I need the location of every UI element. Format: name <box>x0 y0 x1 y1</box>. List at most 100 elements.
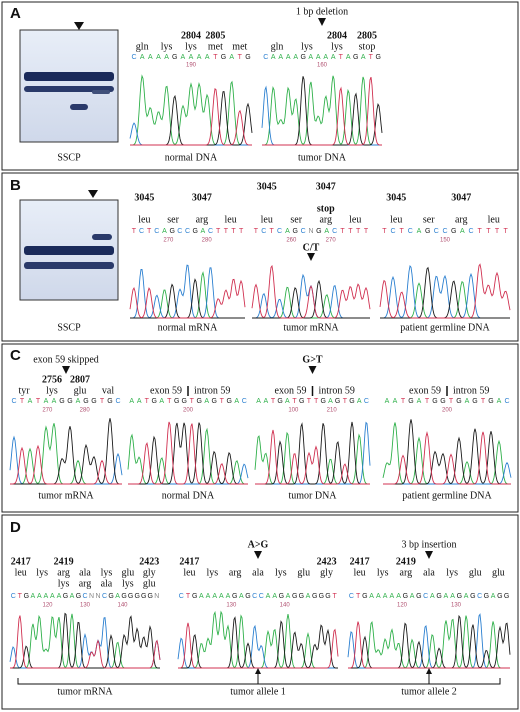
codon: stop <box>359 41 376 52</box>
annotation: G>T <box>302 354 322 365</box>
trace-curve <box>129 278 246 319</box>
codon: gln <box>271 41 284 52</box>
codon-number: 3045 <box>386 192 406 203</box>
annotation: 1 bp deletion <box>296 6 348 17</box>
codon-number: 3047 <box>451 192 471 203</box>
arrowhead <box>308 366 317 374</box>
codon: lys <box>331 41 343 52</box>
base-index: 130 <box>80 603 91 609</box>
codon: arg <box>400 567 413 578</box>
codon: lys <box>301 41 313 52</box>
base-index: 160 <box>317 63 328 69</box>
base-index: 140 <box>117 603 128 609</box>
base-index: 210 <box>327 408 338 414</box>
trace-curve <box>130 74 252 146</box>
codon: lys <box>275 567 287 578</box>
trace-curve <box>128 421 248 485</box>
codon: stop <box>317 203 335 214</box>
codon-number: 2417 <box>350 556 370 567</box>
codon: ser <box>167 214 179 225</box>
codon: glu <box>121 567 134 578</box>
base-index: 150 <box>440 238 451 244</box>
codon: leu <box>183 567 195 578</box>
codon-number: 3047 <box>316 181 336 192</box>
trace-curve <box>255 421 370 485</box>
trace-curve <box>383 461 512 485</box>
trace-curve <box>128 463 249 485</box>
arrowhead <box>62 366 70 374</box>
trace-curve <box>128 422 248 485</box>
trace-curve <box>255 429 370 485</box>
codon-number: 2805 <box>357 30 377 41</box>
base-index: 140 <box>280 603 291 609</box>
arrowhead <box>426 668 432 674</box>
trace-caption: normal DNA <box>165 152 218 163</box>
trace-curve <box>348 615 510 669</box>
codon: leu <box>15 567 27 578</box>
trace-caption: normal mRNA <box>158 322 218 333</box>
codon-number: 2423 <box>317 556 337 567</box>
codon: lys <box>446 567 458 578</box>
gel-caption: SSCP <box>57 322 81 333</box>
trace-curve <box>262 75 382 146</box>
codon: glu <box>297 567 310 578</box>
codon: leu <box>390 214 402 225</box>
codon: leu <box>349 214 361 225</box>
panel-frame <box>1 514 519 710</box>
annotation: C/T <box>303 242 320 253</box>
trace-curve <box>348 621 510 669</box>
intron-label: intron 59 <box>194 385 230 396</box>
exon-label: exon 59 <box>150 385 182 396</box>
intron-label: intron 59 <box>453 385 489 396</box>
trace-curve <box>130 264 245 319</box>
trace-caption: patient germline DNA <box>400 322 490 333</box>
codon: gly <box>143 567 156 578</box>
exon-label: exon 59 <box>409 385 441 396</box>
panel-label: C <box>10 347 21 364</box>
annotation: 3 bp insertion <box>402 539 457 550</box>
codon: ala <box>79 567 91 578</box>
codon-number: 2417 <box>179 556 199 567</box>
codon: tyr <box>18 385 30 396</box>
base-index: 200 <box>442 408 453 414</box>
codon: leu <box>353 567 365 578</box>
gel-caption: SSCP <box>57 152 81 163</box>
base-index: 190 <box>186 63 197 69</box>
base-index: 270 <box>163 238 174 244</box>
base-index: 270 <box>326 238 337 244</box>
base-index: 120 <box>42 603 53 609</box>
trace-curve <box>10 613 160 669</box>
codon: arg <box>57 567 70 578</box>
sequence: C T G A A A A A G A GC A G A A G A GCG A GG <box>349 593 510 600</box>
codon-number: 3045 <box>134 192 154 203</box>
codon: met <box>232 41 247 52</box>
codon-number: 3047 <box>192 192 212 203</box>
trace-caption: tumor allele 2 <box>401 686 457 697</box>
panel-frame <box>1 172 519 342</box>
trace-curve <box>178 616 338 669</box>
codon: ser <box>290 214 302 225</box>
codon: leu <box>225 214 237 225</box>
trace-curve <box>130 87 252 146</box>
trace-curve <box>262 76 383 146</box>
trace-caption: patient germline DNA <box>402 490 492 501</box>
codon: leu <box>138 214 150 225</box>
codon-number: 2804 <box>327 30 347 41</box>
base-index: 270 <box>42 408 53 414</box>
trace-curve <box>10 444 122 485</box>
base-index: 130 <box>226 603 237 609</box>
intron-label: intron 59 <box>319 385 355 396</box>
trace-curve <box>379 263 511 319</box>
trace-curve <box>383 431 511 485</box>
trace-caption: tumor mRNA <box>38 490 94 501</box>
base-index: 100 <box>288 408 299 414</box>
base-index: 260 <box>286 238 297 244</box>
exon-label: exon 59 <box>275 385 307 396</box>
trace-caption: normal DNA <box>162 490 215 501</box>
